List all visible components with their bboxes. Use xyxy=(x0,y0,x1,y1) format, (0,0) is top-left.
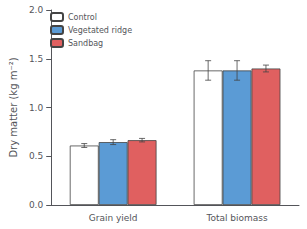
svg-text:Grain yield: Grain yield xyxy=(89,213,138,223)
svg-text:2.0: 2.0 xyxy=(29,5,44,15)
svg-text:Dry matter (kg m⁻²): Dry matter (kg m⁻²) xyxy=(8,57,19,157)
svg-text:1.5: 1.5 xyxy=(29,54,43,64)
svg-text:Vegetated ridge: Vegetated ridge xyxy=(68,26,132,35)
svg-text:Control: Control xyxy=(68,13,97,22)
svg-text:0.5: 0.5 xyxy=(29,151,43,161)
svg-text:Total biomass: Total biomass xyxy=(205,213,268,223)
svg-text:0.0: 0.0 xyxy=(29,200,44,210)
svg-text:1.0: 1.0 xyxy=(29,103,44,113)
svg-text:Sandbag: Sandbag xyxy=(68,39,103,48)
